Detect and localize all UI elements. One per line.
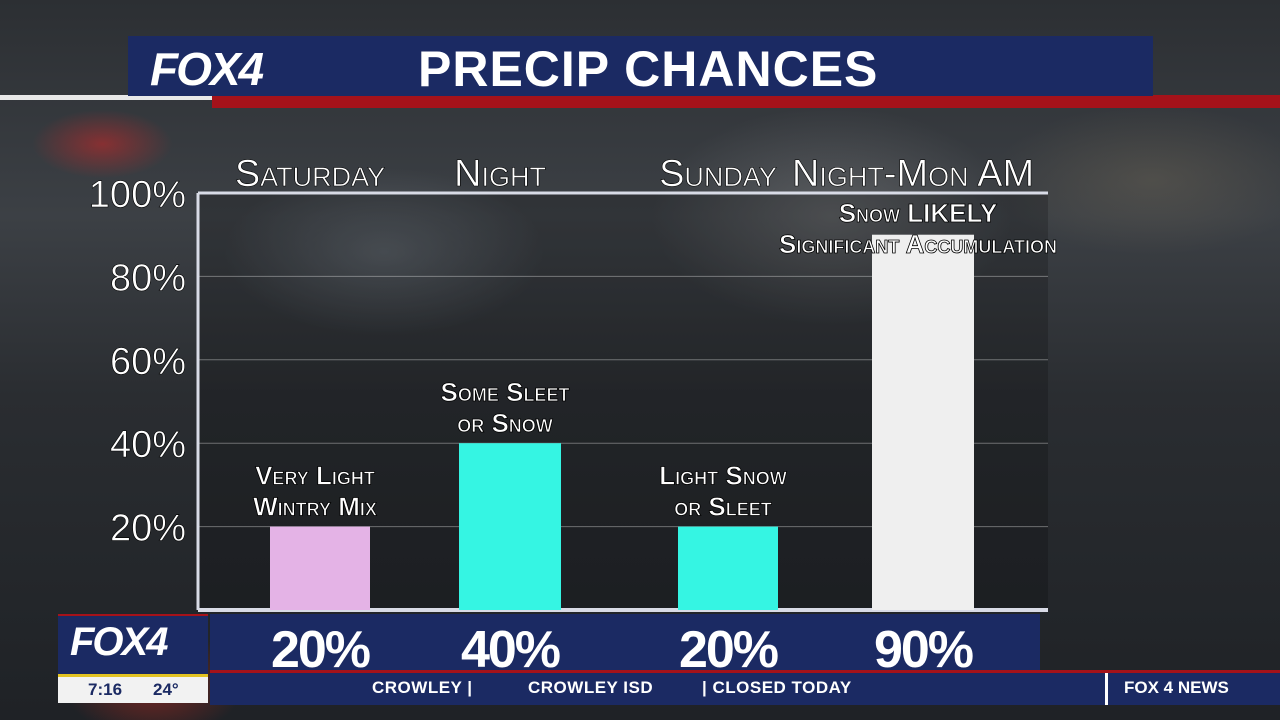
category-label: Night-Mon AM: [792, 153, 1034, 195]
bar-annotation: Some Sleet: [441, 377, 570, 407]
category-label: Night: [454, 153, 546, 195]
time-temp-box: 7:16 24°: [58, 674, 208, 703]
temperature-readout: 24°: [153, 680, 179, 699]
header-rule-white: [0, 95, 215, 100]
news-ticker: CROWLEY | CROWLEY ISD | CLOSED TODAY FOX…: [210, 670, 1280, 705]
lower-logo-box: FOX4: [58, 614, 208, 674]
bar-4: [872, 234, 974, 610]
bar-annotation: Very Light: [255, 461, 375, 491]
bar-annotation: Significant Accumulation: [779, 229, 1057, 259]
header-rule-red: [212, 95, 1280, 108]
y-tick-label: 40%: [110, 424, 186, 466]
bar-annotation: or Snow: [457, 408, 553, 438]
bar-2: [459, 443, 561, 610]
ticker-brand-label: FOX 4 NEWS: [1124, 678, 1229, 697]
bar-1: [270, 526, 370, 610]
title-bar: FOX4 PRECIP CHANCES: [128, 36, 1153, 97]
time-readout: 7:16: [88, 680, 123, 699]
bar-annotation: Light Snow: [659, 461, 786, 491]
category-label: Sunday: [659, 153, 777, 195]
bar-annotation: Snow LIKELY: [839, 198, 998, 228]
y-tick-label: 60%: [110, 341, 186, 383]
bar-annotation: or Sleet: [674, 492, 772, 522]
ticker-item-3: | CLOSED TODAY: [702, 678, 852, 697]
chart-title: PRECIP CHANCES: [418, 41, 879, 97]
bar-3: [678, 526, 778, 610]
value-band: [210, 614, 1040, 672]
ticker-item-1: CROWLEY |: [372, 678, 473, 697]
y-tick-label: 80%: [110, 257, 186, 299]
y-tick-label: 20%: [110, 508, 186, 550]
lower-fox4-logo: FOX4: [70, 620, 168, 664]
ticker-brand: FOX 4 NEWS: [1105, 673, 1280, 705]
ticker-item-2: CROWLEY ISD: [528, 678, 654, 697]
fox4-logo: FOX4: [150, 43, 264, 95]
bar-annotation: Wintry Mix: [253, 492, 377, 522]
category-label: Saturday: [235, 153, 385, 195]
y-tick-label: 100%: [89, 174, 186, 216]
